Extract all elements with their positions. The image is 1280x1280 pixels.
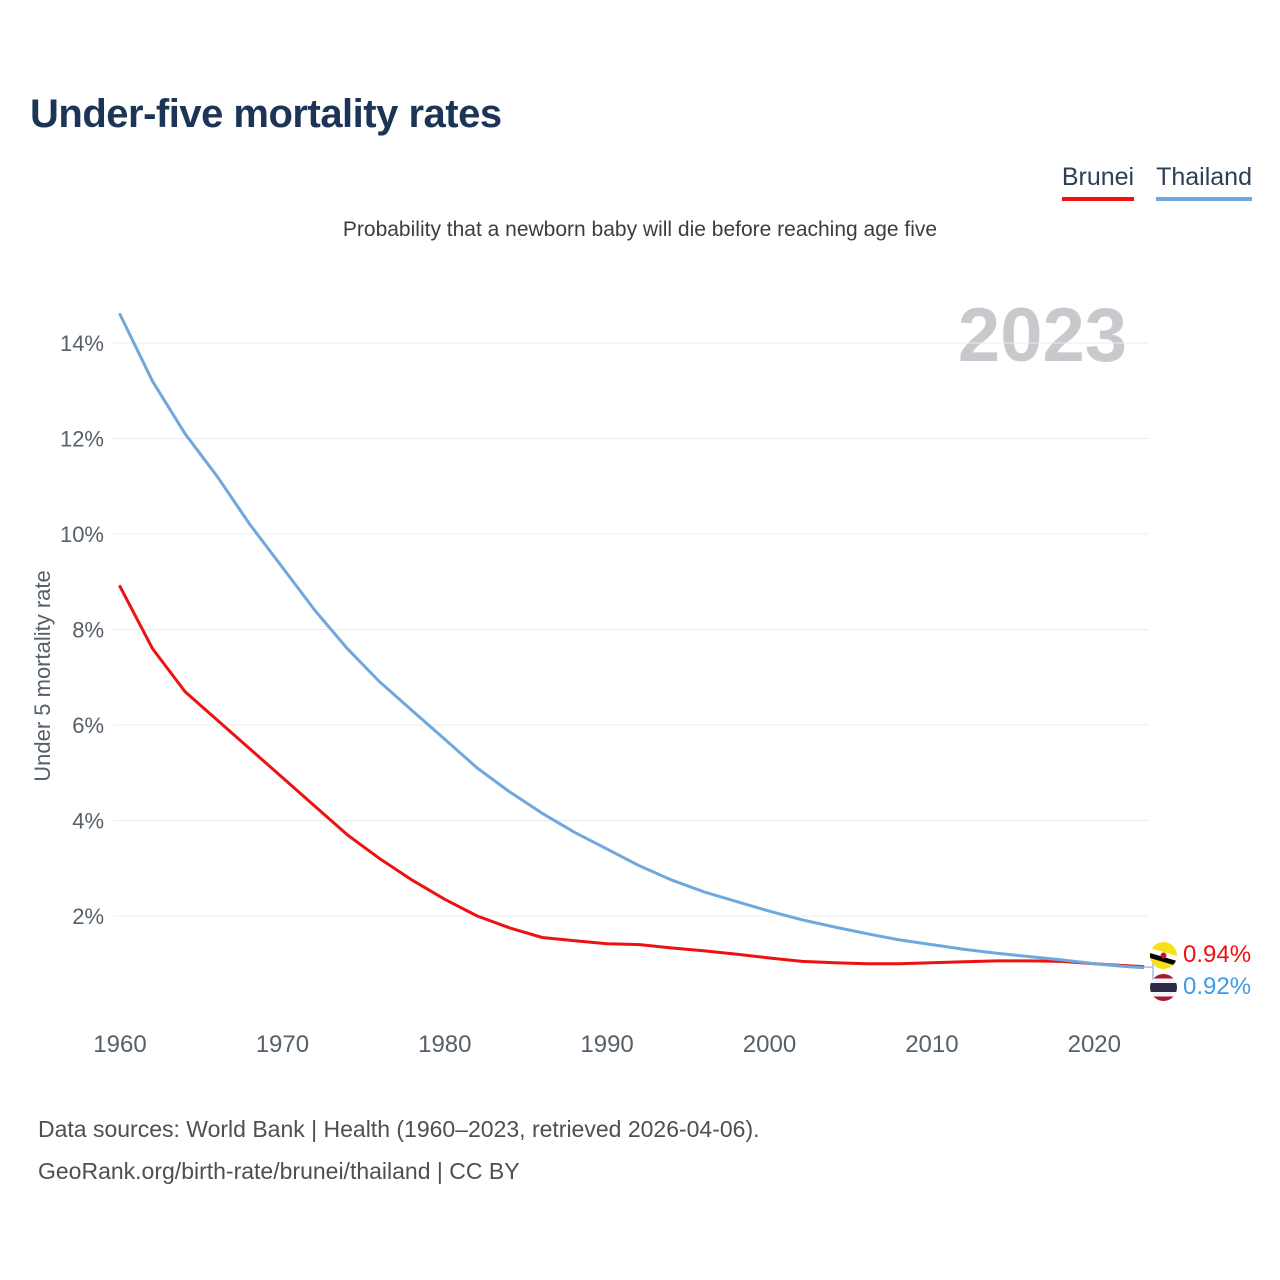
brunei-flag-icon xyxy=(1150,941,1177,969)
x-tick-label: 1960 xyxy=(93,1031,146,1058)
footer: Data sources: World Bank | Health (1960–… xyxy=(38,1108,760,1192)
end-value-thailand: 0.92% xyxy=(1183,973,1252,1000)
attribution-line[interactable]: GeoRank.org/birth-rate/brunei/thailand |… xyxy=(38,1158,520,1184)
chart-subtitle: Probability that a newborn baby will die… xyxy=(342,218,938,241)
x-tick-label: 1990 xyxy=(580,1031,633,1058)
data-sources-line: Data sources: World Bank | Health (1960–… xyxy=(38,1116,760,1142)
page-title: Under-five mortality rates xyxy=(30,92,502,136)
x-tick-label: 2020 xyxy=(1068,1031,1121,1058)
x-tick-label: 2010 xyxy=(905,1031,958,1058)
legend-item-brunei[interactable]: Brunei xyxy=(1061,163,1135,201)
x-tick-label: 1970 xyxy=(256,1031,309,1058)
y-tick-label: 12% xyxy=(60,427,104,452)
y-tick-label: 2% xyxy=(72,904,104,929)
chart-svg: 2% 4% 6% 8% 10% 12% 14% 1960 1970 1980 1990 2000 201… xyxy=(60,312,1160,1058)
y-tick-label: 8% xyxy=(72,618,104,643)
end-label-thailand: 0.92% xyxy=(1150,973,1251,1001)
legend-item-thailand[interactable]: Thailand xyxy=(1156,163,1252,201)
chart-area: 2% 4% 6% 8% 10% 12% 14% 1960 1970 1980 1990 2000 201… xyxy=(0,280,1280,1080)
end-label-brunei: 0.94% xyxy=(1150,941,1251,969)
y-tick-label: 14% xyxy=(60,331,104,356)
y-tick-label: 10% xyxy=(60,522,104,547)
year-watermark: 2023 xyxy=(957,293,1127,378)
x-tick-label: 1980 xyxy=(418,1031,471,1058)
line-thailand xyxy=(118,312,1145,970)
y-tick-label: 4% xyxy=(72,809,104,834)
legend: Brunei Thailand xyxy=(1061,163,1252,201)
x-tick-label: 2000 xyxy=(743,1031,796,1058)
end-value-brunei: 0.94% xyxy=(1183,941,1252,968)
line-brunei xyxy=(118,585,1145,969)
thailand-flag-icon xyxy=(1150,973,1177,1001)
end-label-bracket xyxy=(1145,954,1160,988)
y-tick-label: 6% xyxy=(72,713,104,738)
